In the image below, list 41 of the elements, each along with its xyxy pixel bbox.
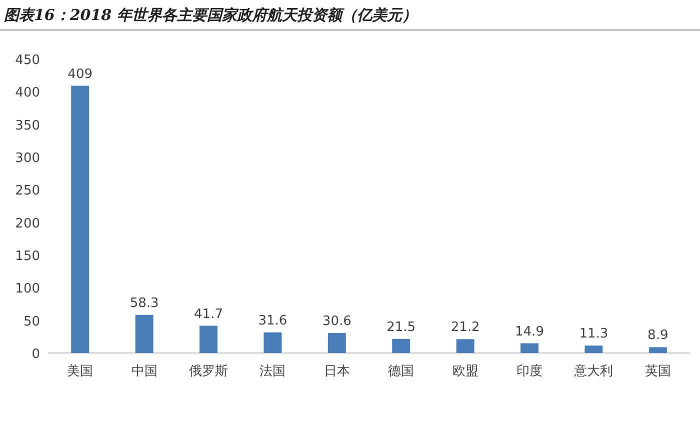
y-tick-label: 400 (15, 86, 40, 101)
data-label: 21.2 (450, 320, 480, 336)
bar (328, 333, 346, 353)
data-label: 58.3 (130, 296, 159, 311)
x-tick-label: 日本 (324, 364, 350, 379)
data-label: 409 (68, 66, 93, 82)
y-tick-label: 450 (15, 53, 40, 68)
y-tick-label: 250 (15, 184, 40, 199)
y-tick-label: 300 (15, 151, 40, 166)
bar (200, 326, 218, 353)
x-tick-label: 欧盟 (452, 364, 478, 379)
x-tick-label: 美国 (67, 363, 94, 379)
y-tick-label: 50 (23, 314, 40, 330)
x-tick-label: 俄罗斯 (189, 364, 228, 379)
bar (456, 339, 474, 353)
x-tick-label: 意大利 (573, 364, 614, 379)
x-tick-label: 法国 (260, 364, 286, 379)
y-tick-label: 100 (15, 282, 40, 297)
bar (264, 332, 282, 353)
chart-title: 图表16：2018 年世界各主要国家政府航天投资额（亿美元） (4, 6, 417, 24)
data-label: 21.5 (386, 320, 416, 335)
data-label: 8.9 (648, 328, 668, 344)
y-tick-label: 350 (15, 118, 40, 134)
y-tick-label: 200 (15, 216, 40, 232)
bar (392, 338, 410, 353)
x-tick-label: 印度 (516, 363, 542, 379)
x-tick-label: 德国 (388, 364, 414, 379)
bar (520, 343, 538, 353)
bar (71, 86, 90, 353)
data-label: 41.7 (194, 306, 223, 322)
y-tick-label: 150 (15, 249, 40, 264)
bar (648, 347, 667, 353)
data-label: 11.3 (579, 326, 608, 342)
data-label: 14.9 (515, 324, 544, 340)
x-tick-label: 中国 (131, 364, 158, 379)
data-label: 31.6 (258, 313, 288, 328)
bar (584, 346, 603, 353)
bar (135, 314, 154, 353)
y-tick-label: 0 (32, 347, 40, 362)
data-label: 30.6 (322, 314, 352, 330)
x-tick-label: 英国 (644, 364, 671, 379)
